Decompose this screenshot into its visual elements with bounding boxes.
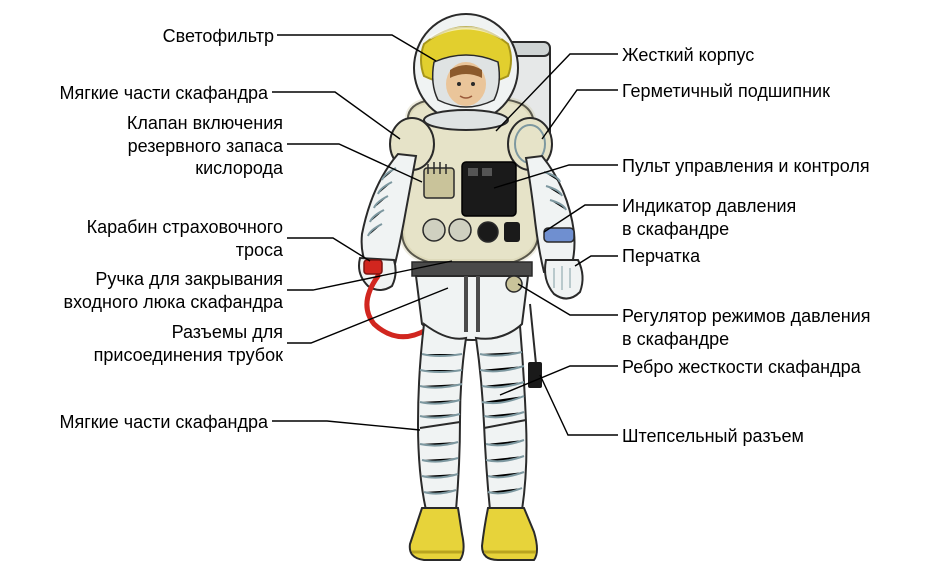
label-pressure-indicator: Индикатор давления в скафандре [622,195,882,240]
label-svetofiltr: Светофильтр [124,25,274,48]
astronaut-figure [338,4,616,570]
label-plug-connector: Штепсельный разъем [622,425,882,448]
leader-soft-parts-upper [272,92,400,139]
label-pressure-regulator: Регулятор режимов давления в скафандре [622,305,932,350]
label-hermetic-bearing: Герметичный подшипник [622,80,902,103]
leader-reserve-oxygen-valve [287,144,422,182]
label-tube-connectors: Разъемы для присоединения трубок [43,321,283,366]
leader-tether-carabiner [287,238,370,261]
label-rigid-body: Жесткий корпус [622,44,842,67]
leader-pressure-regulator [518,284,618,315]
leader-hermetic-bearing [542,90,618,139]
label-stiffening-rib: Ребро жесткости скафандра [622,356,922,379]
leader-rigid-body [496,54,618,131]
leader-plug-connector [540,375,618,435]
label-soft-parts-lower: Мягкие части скафандра [8,411,268,434]
leader-control-panel [494,165,618,188]
leader-stiffening-rib [500,366,618,395]
leader-hatch-handle [287,261,452,290]
leader-glove [575,256,618,266]
leader-svetofiltr [277,35,436,61]
label-tether-carabiner: Карабин страховочного троса [8,216,283,261]
leader-tube-connectors [287,288,448,343]
label-reserve-oxygen-valve: Клапан включения резервного запаса кисло… [63,112,283,180]
label-soft-parts-upper: Мягкие части скафандра [8,82,268,105]
label-hatch-handle: Ручка для закрывания входного люка скафа… [8,268,283,313]
leader-pressure-indicator [544,205,618,232]
leader-soft-parts-lower [272,421,420,430]
label-glove: Перчатка [622,245,782,268]
label-control-panel: Пульт управления и контроля [622,155,932,178]
